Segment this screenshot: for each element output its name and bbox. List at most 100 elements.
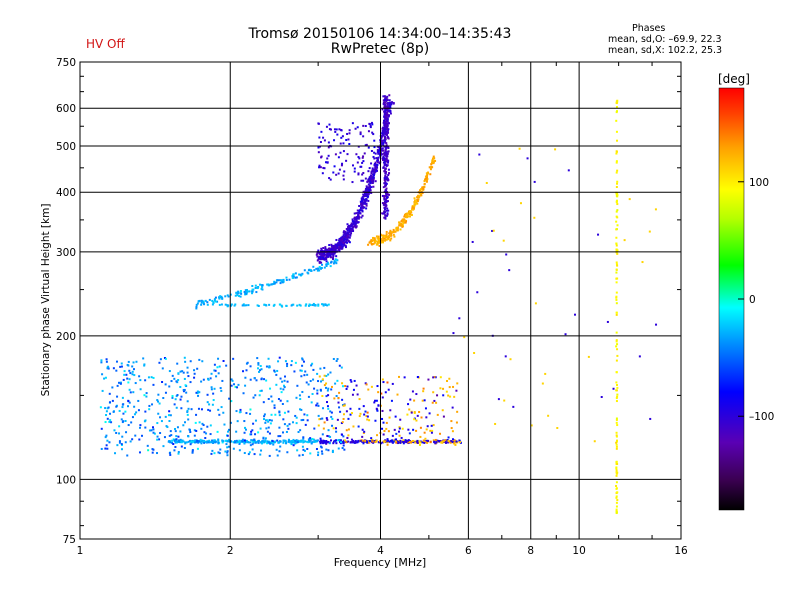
scatter-point [320, 130, 323, 133]
scatter-point [202, 301, 205, 304]
scatter-point [204, 299, 207, 302]
scatter-point [383, 178, 386, 181]
scatter-point [117, 381, 120, 384]
scatter-point [180, 395, 183, 398]
scatter-point [268, 454, 271, 457]
scatter-point [295, 396, 298, 399]
scatter-point [367, 187, 370, 190]
scatter-point [368, 419, 371, 422]
scatter-point [421, 399, 424, 402]
scatter-point [405, 215, 408, 218]
scatter-point [338, 240, 341, 243]
scatter-point [335, 245, 338, 248]
scatter-point [404, 220, 407, 223]
scatter-point [187, 407, 190, 410]
scatter-point [128, 388, 131, 391]
scatter-point [615, 263, 618, 266]
scatter-point [445, 441, 448, 444]
scatter-point [338, 168, 341, 171]
scatter-point [385, 230, 388, 233]
scatter-point [533, 180, 536, 183]
scatter-point [263, 418, 266, 421]
scatter-point [316, 269, 319, 272]
scatter-point [276, 439, 279, 442]
scatter-point [251, 439, 254, 442]
scatter-point [285, 276, 288, 279]
scatter-point [283, 379, 286, 382]
scatter-point [206, 440, 209, 443]
scatter-point [317, 258, 320, 261]
scatter-point [332, 427, 335, 430]
scatter-point [385, 421, 388, 424]
scatter-point [329, 251, 332, 254]
scatter-point [177, 435, 180, 438]
scatter-point [249, 378, 252, 381]
scatter-point [335, 255, 338, 258]
scatter-point [382, 166, 385, 169]
scatter-point [251, 443, 254, 446]
scatter-point [303, 449, 306, 452]
scatter-point [217, 438, 220, 441]
scatter-point [405, 212, 408, 215]
scatter-point [332, 357, 335, 360]
scatter-point [360, 199, 363, 202]
scatter-point [315, 253, 318, 256]
scatter-point [402, 440, 405, 443]
scatter-point [502, 239, 505, 242]
scatter-point [186, 366, 189, 369]
scatter-point [320, 439, 323, 442]
scatter-point [616, 194, 619, 197]
scatter-point [431, 162, 434, 165]
scatter-point [265, 379, 268, 382]
scatter-point [240, 292, 243, 295]
scatter-point [233, 441, 236, 444]
scatter-point [158, 361, 161, 364]
scatter-point [162, 397, 165, 400]
scatter-point [340, 136, 343, 139]
scatter-point [354, 226, 357, 229]
scatter-point [420, 192, 423, 195]
scatter-point [105, 360, 108, 363]
scatter-point [386, 213, 389, 216]
scatter-point [202, 300, 205, 303]
scatter-point [386, 200, 389, 203]
scatter-point [357, 173, 360, 176]
scatter-point [383, 216, 386, 219]
scatter-point [648, 230, 651, 233]
scatter-point [375, 440, 378, 443]
x-axis-label: Frequency [MHz] [334, 556, 426, 569]
scatter-point [341, 421, 344, 424]
scatter-point [344, 246, 347, 249]
scatter-point [262, 401, 265, 404]
scatter-point [346, 231, 349, 234]
scatter-point [363, 195, 366, 198]
scatter-point [384, 177, 387, 180]
scatter-point [383, 160, 386, 163]
scatter-point [100, 359, 103, 362]
scatter-point [358, 157, 361, 160]
scatter-point [315, 267, 318, 270]
scatter-point [386, 130, 389, 133]
scatter-point [150, 429, 153, 432]
scatter-point [193, 369, 196, 372]
scatter-point [245, 288, 248, 291]
scatter-point [341, 385, 344, 388]
scatter-point [241, 304, 244, 307]
scatter-point [354, 218, 357, 221]
scatter-point [364, 202, 367, 205]
scatter-point [357, 172, 360, 175]
scatter-point [315, 448, 318, 451]
scatter-point [413, 418, 416, 421]
scatter-point [243, 431, 246, 434]
scatter-point [429, 429, 432, 432]
scatter-point [323, 266, 326, 269]
scatter-point [418, 411, 421, 414]
scatter-point [341, 245, 344, 248]
scatter-point [101, 389, 104, 392]
scatter-point [261, 284, 264, 287]
scatter-point [302, 448, 305, 451]
scatter-point [347, 428, 350, 431]
scatter-point [341, 162, 344, 165]
scatter-point [333, 139, 336, 142]
scatter-point [441, 409, 444, 412]
